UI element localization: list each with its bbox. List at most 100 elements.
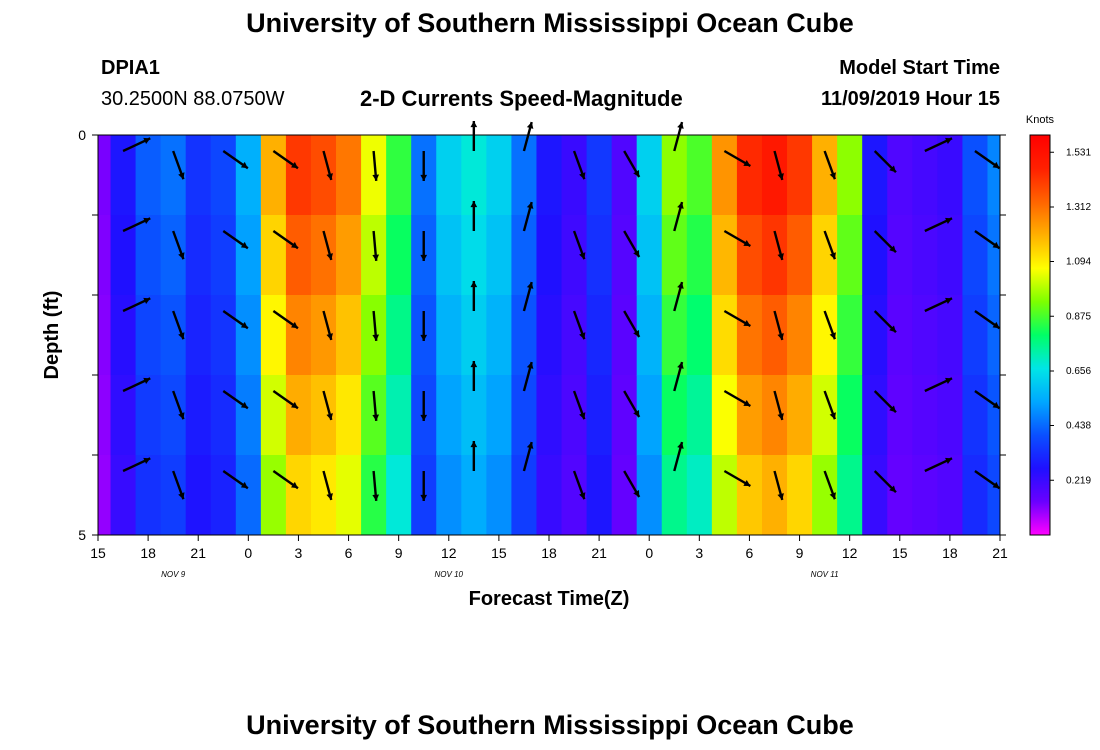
heatmap-cell [837,375,863,456]
heatmap-cell [285,295,312,376]
x-tick-label: 6 [746,545,754,561]
heatmap-cell [937,135,964,216]
heatmap-cell [386,375,412,456]
current-vector-head [777,253,784,260]
current-vector-head [291,241,298,249]
heatmap-cell [837,135,863,216]
heatmap-cell [686,135,713,216]
heatmap-cell [110,215,137,296]
current-vector-head [326,173,333,180]
current-vector-head [945,377,953,384]
heatmap-cell [962,375,989,456]
heatmap-cell [536,375,563,456]
current-vector-head [240,401,248,409]
model-start-time: 11/09/2019 Hour 15 [820,88,1000,110]
heatmap-cell [336,375,362,456]
current-vector-head [829,412,836,420]
colorbar-tick-label: 1.094 [1066,257,1091,268]
current-vector-head [470,441,478,448]
heatmap-cell [235,295,262,376]
current-vector-head [291,401,298,409]
current-vector-head [743,480,751,486]
colorbar-unit: Knots [1026,114,1055,126]
current-vector-head [743,240,751,246]
heatmap-cell [536,295,563,376]
current-vector-head [470,361,478,368]
current-vector-head [579,252,586,260]
heatmap-cell [285,135,312,216]
y-axis: 0 5 Depth (ft) [41,127,1006,543]
x-axis-label: Forecast Time(Z) [469,588,630,610]
current-vector-head [633,249,640,257]
x-tick-label: 6 [345,545,353,561]
heatmap-cell [736,295,763,376]
heatmap-cell [235,375,262,456]
x-tick-label: 15 [491,545,507,561]
heatmap-cell [235,135,262,216]
heatmap-cell [185,135,212,216]
current-vector-head [526,202,534,209]
current-vector-head [677,282,684,289]
heatmap-cell [98,375,112,456]
current-vector-head [178,492,185,500]
x-tick-label: 0 [244,545,252,561]
heatmap-cell [310,215,337,296]
heatmap-cell [962,295,989,376]
colorbar-tick-label: 1.531 [1066,147,1091,158]
heatmap-cell [686,455,713,535]
current-vector-head [420,414,428,421]
current-vector-head [945,137,953,144]
heatmap-cell [386,135,412,216]
x-tick-label: 3 [695,545,703,561]
heatmap-cell [436,215,462,296]
heatmap-cell [110,455,137,535]
heatmap-cell [285,215,312,296]
current-vector-head [777,413,784,420]
heatmap-cell [586,455,613,535]
current-vector-head [526,282,534,289]
heatmap-cell [486,135,513,216]
heatmap-cell [98,455,112,535]
heatmap-cell [386,295,412,376]
heatmap-cell [110,295,137,376]
current-vector-head [579,412,586,420]
x-tick-label: 12 [441,545,457,561]
x-tick-label: 12 [842,545,858,561]
x-tick-label: 21 [591,545,607,561]
heatmap-cell [336,215,362,296]
heatmap-cell [185,455,212,535]
heatmap-cell [260,455,287,535]
current-vector-head [240,481,248,489]
colorbar-tick-label: 0.656 [1066,366,1091,377]
current-vector-head [579,172,586,180]
heatmap-cell [310,295,337,376]
heatmap-cell [887,295,913,376]
heatmap-cell [310,375,337,456]
heatmap-cell [285,375,312,456]
current-vector-head [372,494,380,501]
current-vectors [122,121,1001,501]
current-vector-head [143,217,151,224]
heatmap-cell [962,455,989,535]
current-vector-head [743,400,751,406]
date-label: NOV 9 [161,570,186,579]
heatmap-cell [611,455,638,535]
heatmap-cell [837,215,863,296]
heatmap-cell [135,375,162,456]
heatmap-cell [686,215,713,296]
heatmap-cell [185,215,212,296]
heatmap-cell [862,375,888,456]
heatmap-cell [711,135,738,216]
heatmap-cell [98,135,112,216]
x-tick-label: 18 [942,545,958,561]
heatmap-cell [787,375,813,456]
heatmap-cell [787,295,813,376]
colorbar: Knots 1.531 1.312 1.094 0.875 0.656 0.438 0.21… [1026,114,1091,536]
chart-title: 2-D Currents Speed-Magnitude [360,86,683,111]
current-vector-head [326,493,333,500]
heatmap-cell [260,295,287,376]
x-tick-label: 9 [395,545,403,561]
heatmap-cell [185,375,212,456]
heatmap-cell [761,455,788,535]
